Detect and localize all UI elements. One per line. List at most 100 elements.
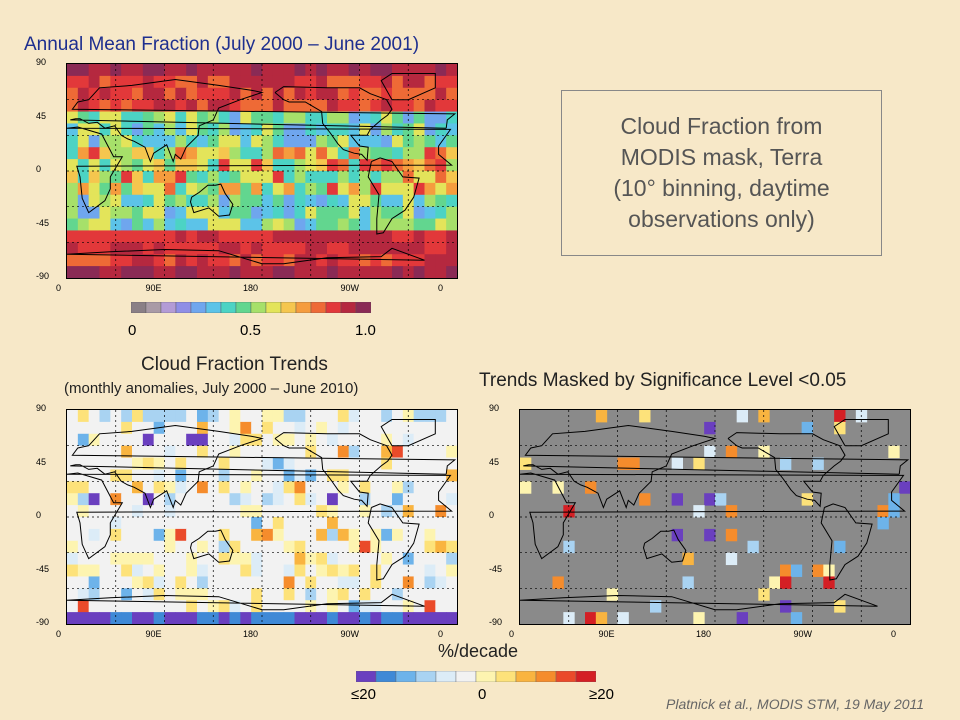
cloud-cell — [132, 75, 144, 89]
trend-cell — [359, 588, 371, 601]
cloud-cell — [413, 64, 425, 77]
trend-cell — [413, 552, 425, 566]
trend-cell — [294, 576, 306, 589]
trend-cell — [392, 612, 404, 624]
cloud-cell — [348, 254, 360, 267]
cloud-cell — [229, 64, 241, 77]
trend-cell — [370, 576, 382, 589]
cloud-cell — [132, 218, 144, 231]
trend-cell — [359, 600, 371, 613]
trend-cell — [153, 552, 165, 566]
trend-cell — [207, 481, 220, 494]
trend-cell — [251, 457, 263, 470]
trends-x-tick: 90E — [145, 629, 162, 639]
trend-cell — [337, 410, 350, 423]
trend-cell — [110, 612, 122, 624]
cloud-cell — [272, 218, 285, 231]
cloud-cell — [424, 171, 436, 184]
trend-cell — [272, 517, 285, 530]
cloud-cell — [99, 123, 111, 136]
cloud-cell — [229, 182, 241, 196]
cloud-cell — [262, 218, 274, 231]
trend-cell — [392, 552, 404, 566]
significant-cell — [823, 564, 835, 577]
trend-cell — [294, 517, 306, 530]
trend-cell — [153, 433, 165, 447]
trend-cell — [327, 576, 339, 589]
cloud-cell — [402, 242, 415, 255]
cloud-cell — [77, 171, 90, 184]
cloud-cell — [132, 171, 144, 184]
trend-cell — [142, 600, 155, 613]
trend-cell — [272, 421, 285, 435]
masked-x-tick: 0 — [891, 629, 897, 639]
coastline — [189, 529, 234, 563]
trend-cell — [186, 493, 198, 506]
cloud-cell — [121, 242, 133, 255]
masked-x-tick: 0 — [509, 629, 515, 639]
cloud-cell — [392, 266, 404, 278]
cloud-cell — [283, 123, 295, 136]
cloud-cell — [370, 230, 382, 243]
cloud-cell — [99, 242, 111, 255]
cloud-cell — [77, 182, 90, 196]
cloud-cell — [370, 254, 382, 267]
annual-colorbar-label-mid: 0.5 — [240, 322, 261, 339]
trend-cell — [175, 445, 187, 459]
cloud-cell — [175, 147, 187, 160]
trend-cell — [175, 457, 187, 470]
cloud-cell — [77, 230, 90, 243]
cloud-cell — [337, 230, 350, 243]
cloud-cell — [67, 111, 79, 124]
trend-cell — [283, 600, 295, 613]
trend-colorbar-swatch — [475, 670, 497, 683]
cloud-cell — [370, 194, 382, 208]
colorbar-swatch — [160, 301, 177, 314]
significant-cell — [650, 600, 662, 613]
trend-cell — [218, 576, 230, 589]
cloud-cell — [435, 266, 447, 278]
trend-cell — [175, 421, 187, 435]
trend-cell — [99, 445, 111, 459]
trend-cell — [316, 552, 328, 566]
trend-cell — [67, 445, 79, 459]
trend-cell — [88, 564, 100, 577]
cloud-cell — [262, 206, 274, 220]
cloud-cell — [88, 254, 100, 267]
trend-cell — [348, 433, 360, 447]
coastline — [189, 183, 234, 217]
cloud-cell — [186, 99, 198, 113]
trend-cell — [88, 576, 100, 589]
coastline — [520, 472, 906, 560]
trend-cell — [392, 421, 404, 435]
cloud-cell — [153, 266, 165, 278]
trend-cell — [142, 552, 155, 566]
trend-cell — [337, 517, 350, 530]
cloud-cell — [435, 64, 447, 77]
cloud-cell — [316, 147, 328, 160]
cloud-cell — [381, 171, 393, 184]
trend-cell — [99, 588, 111, 601]
cloud-cell — [88, 64, 100, 77]
trend-cell — [186, 600, 198, 613]
cloud-cell — [251, 99, 263, 113]
cloud-cell — [424, 182, 436, 196]
cloud-cell — [392, 111, 404, 124]
cloud-cell — [370, 64, 382, 77]
trend-cell — [446, 493, 457, 506]
trend-cell — [359, 481, 371, 494]
cloud-cell — [424, 75, 436, 89]
trend-cell — [121, 410, 133, 423]
cloud-cell — [67, 75, 79, 89]
trend-cell — [121, 552, 133, 566]
trend-cell — [446, 552, 457, 566]
cloud-cell — [77, 266, 90, 278]
cloud-cell — [435, 135, 447, 148]
trend-cell — [164, 421, 176, 435]
significant-cell — [715, 493, 727, 506]
trend-cell — [132, 540, 144, 554]
info-line: MODIS mask, Terra — [620, 144, 823, 170]
annual-map-canvas — [67, 64, 457, 278]
cloud-cell — [283, 75, 295, 89]
cloud-cell — [251, 254, 263, 267]
